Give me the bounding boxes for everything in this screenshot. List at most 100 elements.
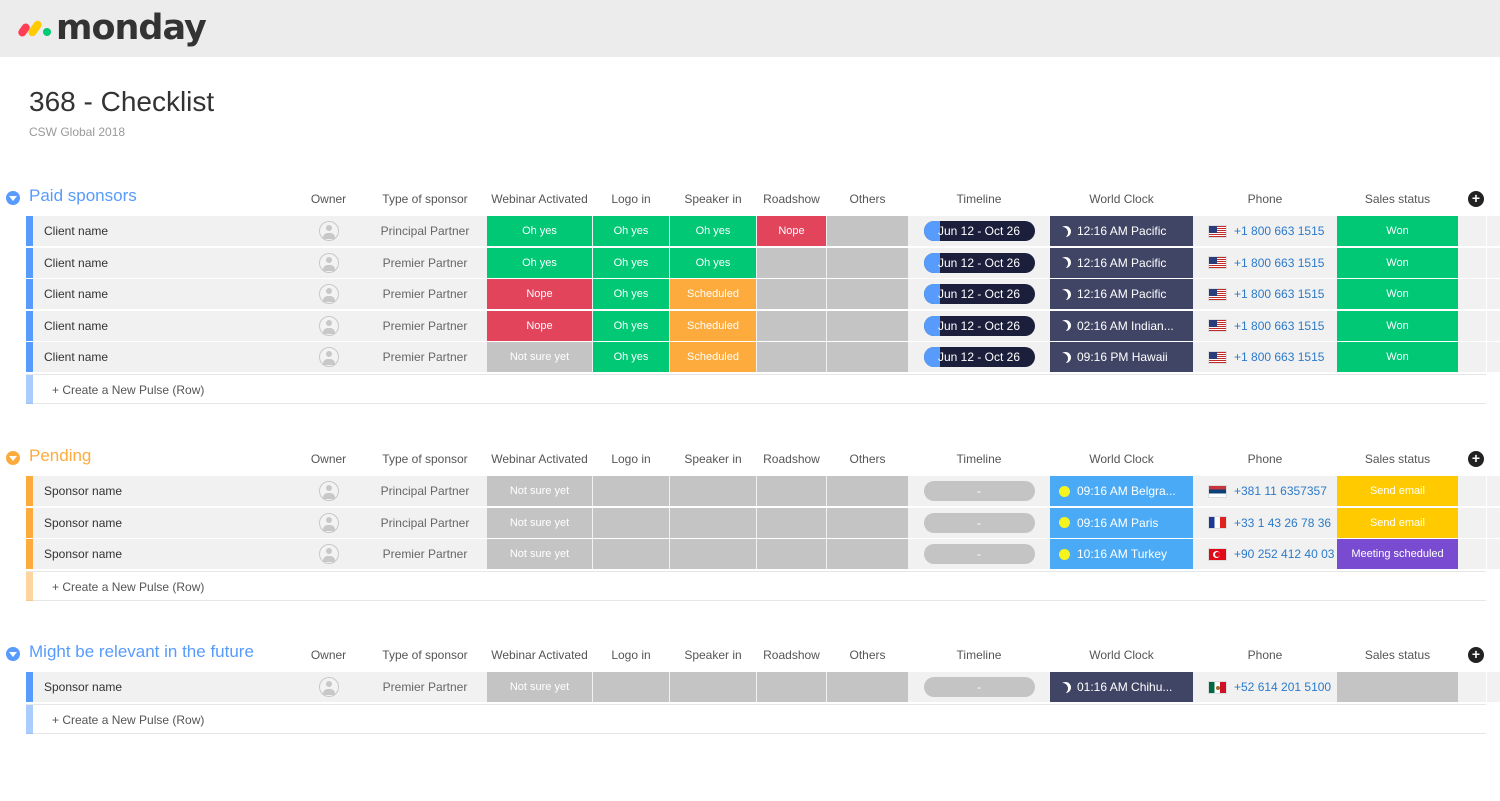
owner-cell[interactable] (294, 539, 363, 569)
create-new-pulse-row[interactable]: + Create a New Pulse (Row) (26, 373, 1486, 404)
create-new-pulse-label[interactable]: + Create a New Pulse (Row) (52, 382, 205, 397)
sales-status-cell[interactable]: Meeting scheduled (1337, 539, 1458, 569)
column-header-logo[interactable]: Logo in (611, 192, 651, 206)
table-row[interactable]: Sponsor name Principal Partner Not sure ye… (26, 507, 1500, 538)
webinar-status-cell[interactable]: Not sure yet (487, 672, 592, 702)
column-header-roadshow[interactable]: Roadshow (763, 648, 820, 662)
phone-number-link[interactable]: +1 800 663 1515 (1234, 287, 1325, 301)
logo-status-cell[interactable]: Oh yes (593, 216, 669, 246)
group-title[interactable]: Paid sponsors (29, 186, 137, 205)
column-header-sales[interactable]: Sales status (1364, 452, 1431, 466)
others-status-cell[interactable] (827, 539, 908, 569)
speaker-status-cell[interactable] (670, 672, 756, 702)
item-name-cell[interactable]: Sponsor name (33, 672, 293, 702)
column-header-clock[interactable]: World Clock (1089, 192, 1154, 206)
world-clock-cell[interactable]: 12:16 AM Pacific (1050, 216, 1193, 246)
timeline-cell[interactable]: Jun 12 - Oct 26 (909, 216, 1049, 246)
phone-cell[interactable]: +1 800 663 1515 (1194, 310, 1336, 341)
world-clock-cell[interactable]: 02:16 AM Indian... (1050, 310, 1193, 341)
phone-cell[interactable]: +33 1 43 26 78 36 (1194, 507, 1336, 538)
phone-number-link[interactable]: +1 800 663 1515 (1234, 255, 1325, 270)
sponsor-type-cell[interactable]: Principal Partner (364, 507, 486, 538)
sponsor-type-cell[interactable]: Premier Partner (364, 310, 486, 341)
column-header-speaker[interactable]: Speaker in (684, 452, 742, 466)
column-header-others[interactable]: Others (849, 452, 886, 466)
board-description[interactable]: CSW Global 2018 (29, 125, 126, 139)
sales-status-cell[interactable]: Send email (1337, 476, 1458, 506)
timeline-cell[interactable]: - (909, 672, 1049, 702)
others-status-cell[interactable] (827, 279, 908, 309)
owner-cell[interactable] (294, 342, 363, 372)
phone-number-link[interactable]: +1 800 663 1515 (1234, 350, 1325, 364)
timeline-cell[interactable]: Jun 12 - Oct 26 (909, 247, 1049, 278)
speaker-status-cell[interactable] (670, 507, 756, 538)
roadshow-status-cell[interactable] (757, 279, 826, 309)
column-header-others[interactable]: Others (849, 192, 886, 206)
column-header-timeline[interactable]: Timeline (956, 648, 1002, 662)
column-header-owner[interactable]: Owner (310, 648, 347, 662)
column-header-webinar[interactable]: Webinar Activated (491, 648, 588, 662)
column-header-roadshow[interactable]: Roadshow (763, 452, 820, 466)
column-header-type[interactable]: Type of sponsor (382, 192, 468, 206)
logo-status-cell[interactable]: Oh yes (593, 279, 669, 309)
table-row[interactable]: Sponsor name Principal Partner Not sure ye… (26, 476, 1500, 506)
item-name-cell[interactable]: Sponsor name (33, 476, 293, 506)
world-clock-cell[interactable]: 12:16 AM Pacific (1050, 279, 1193, 309)
speaker-status-cell[interactable]: Oh yes (670, 247, 756, 278)
add-column-plus-icon[interactable]: + (1468, 647, 1484, 663)
speaker-status-cell[interactable]: Scheduled (670, 342, 756, 372)
owner-cell[interactable] (294, 672, 363, 702)
sponsor-type-cell[interactable]: Premier Partner (364, 672, 486, 702)
timeline-cell[interactable]: Jun 12 - Oct 26 (909, 279, 1049, 309)
timeline-cell[interactable]: - (909, 507, 1049, 538)
column-header-owner[interactable]: Owner (310, 192, 347, 206)
owner-cell[interactable] (294, 216, 363, 246)
world-clock-cell[interactable]: 09:16 AM Belgra... (1050, 476, 1193, 506)
others-status-cell[interactable] (827, 247, 908, 278)
webinar-status-cell[interactable]: Nope (487, 310, 592, 341)
table-row[interactable]: Client name Principal Partner Oh yes Oh yes… (26, 216, 1500, 246)
webinar-status-cell[interactable]: Not sure yet (487, 539, 592, 569)
others-status-cell[interactable] (827, 507, 908, 538)
column-header-sales[interactable]: Sales status (1364, 192, 1431, 206)
others-status-cell[interactable] (827, 310, 908, 341)
logo-status-cell[interactable] (593, 539, 669, 569)
logo-status-cell[interactable] (593, 507, 669, 538)
column-header-timeline[interactable]: Timeline (956, 192, 1002, 206)
sponsor-type-cell[interactable]: Principal Partner (364, 476, 486, 506)
table-row[interactable]: Client name Premier Partner Nope Oh yes Sche… (26, 310, 1500, 341)
phone-number-link[interactable]: +90 252 412 40 03 (1234, 547, 1335, 561)
create-new-pulse-row[interactable]: + Create a New Pulse (Row) (26, 703, 1486, 734)
add-column-plus-icon[interactable]: + (1468, 191, 1484, 207)
timeline-cell[interactable]: - (909, 476, 1049, 506)
column-header-logo[interactable]: Logo in (611, 452, 651, 466)
add-column-plus-icon[interactable]: + (1468, 451, 1484, 467)
item-name-cell[interactable]: Sponsor name (33, 507, 293, 538)
collapse-group-chevron-icon[interactable] (6, 191, 20, 205)
logo-status-cell[interactable]: Oh yes (593, 342, 669, 372)
webinar-status-cell[interactable]: Not sure yet (487, 507, 592, 538)
column-header-owner[interactable]: Owner (310, 452, 347, 466)
owner-cell[interactable] (294, 507, 363, 538)
sales-status-cell[interactable]: Won (1337, 247, 1458, 278)
webinar-status-cell[interactable]: Not sure yet (487, 476, 592, 506)
phone-cell[interactable]: +1 800 663 1515 (1194, 279, 1336, 309)
table-row[interactable]: Client name Premier Partner Oh yes Oh yes Oh… (26, 247, 1500, 278)
roadshow-status-cell[interactable] (757, 539, 826, 569)
column-header-type[interactable]: Type of sponsor (382, 648, 468, 662)
column-header-type[interactable]: Type of sponsor (382, 452, 468, 466)
sponsor-type-cell[interactable]: Principal Partner (364, 216, 486, 246)
create-new-pulse-label[interactable]: + Create a New Pulse (Row) (52, 579, 205, 594)
sales-status-cell[interactable]: Won (1337, 342, 1458, 372)
column-header-webinar[interactable]: Webinar Activated (491, 192, 588, 206)
world-clock-cell[interactable]: 09:16 PM Hawaii (1050, 342, 1193, 372)
others-status-cell[interactable] (827, 476, 908, 506)
column-header-speaker[interactable]: Speaker in (684, 192, 742, 206)
owner-cell[interactable] (294, 247, 363, 278)
column-header-clock[interactable]: World Clock (1089, 452, 1154, 466)
sponsor-type-cell[interactable]: Premier Partner (364, 247, 486, 278)
column-header-timeline[interactable]: Timeline (956, 452, 1002, 466)
roadshow-status-cell[interactable] (757, 247, 826, 278)
logo-status-cell[interactable] (593, 672, 669, 702)
collapse-group-chevron-icon[interactable] (6, 451, 20, 465)
